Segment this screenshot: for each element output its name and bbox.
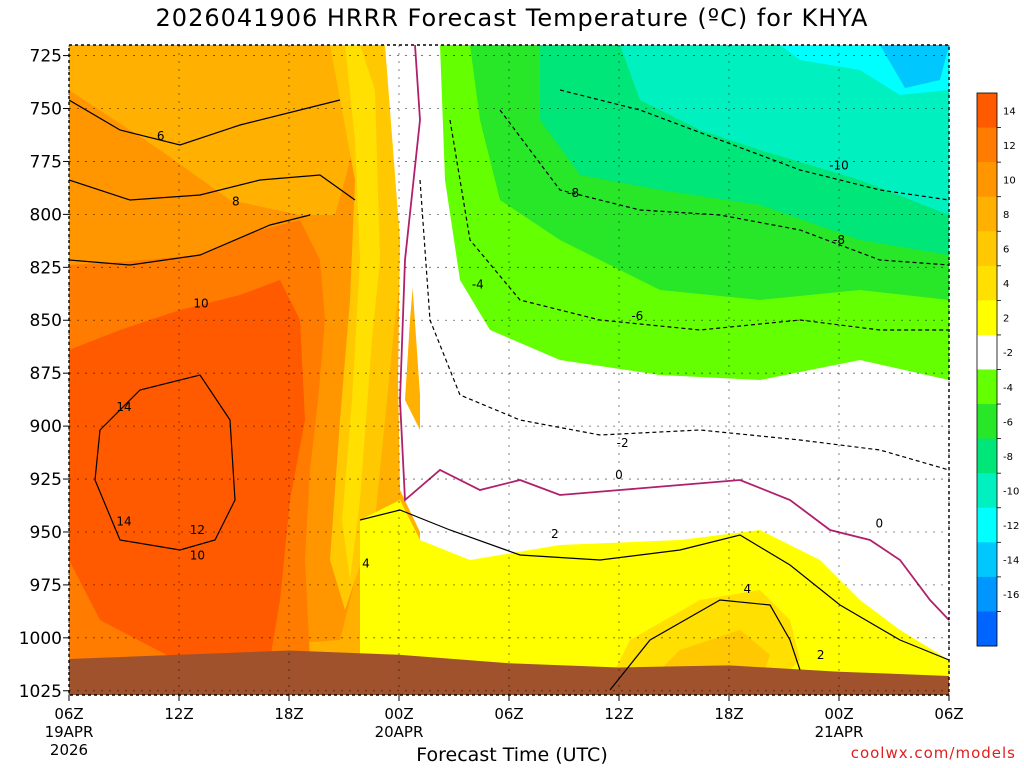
colorbar-label: 12 — [1003, 141, 1016, 152]
colorbar-swatch — [977, 231, 997, 267]
colorbar-swatch — [977, 542, 997, 578]
contour-label: 10 — [193, 296, 208, 310]
contour-label: 4 — [744, 582, 752, 596]
x-tick-label: 12Z — [164, 705, 193, 723]
contour-label: 6 — [157, 129, 165, 143]
y-tick-label: 975 — [30, 576, 62, 596]
chart-title: 2026041906 HRRR Forecast Temperature (ºC… — [155, 4, 869, 32]
contour-line-minus2 — [419, 179, 949, 471]
temp-band-minus14-minus16 — [880, 45, 949, 88]
contour-label: -4 — [472, 277, 484, 291]
x-tick-label: 06Z — [494, 705, 523, 723]
y-tick-label: 775 — [30, 152, 62, 172]
y-tick-label: 950 — [30, 523, 62, 543]
x-tick-date: 19APR — [45, 723, 94, 741]
colorbar-label: -2 — [1003, 348, 1013, 359]
x-tick-year: 2026 — [50, 741, 88, 759]
temp-band-minus10-minus12 — [620, 45, 949, 215]
contour-line-minus10 — [559, 89, 949, 201]
contour-line-4 — [609, 599, 801, 691]
credit-text: coolwx.com/models — [850, 744, 1016, 762]
temp-band-2-4 — [342, 45, 380, 580]
colorbar-label: -12 — [1003, 521, 1019, 532]
temp-band-0-2-lower — [360, 500, 949, 695]
colorbar-label: -4 — [1003, 383, 1013, 394]
contour-line-14 — [94, 374, 236, 551]
colorbar-label: -16 — [1003, 590, 1019, 601]
contour-label: -8 — [833, 233, 845, 247]
contour-label: 14 — [116, 514, 131, 528]
colorbar-label: 4 — [1003, 279, 1009, 290]
y-tick-label: 850 — [30, 311, 62, 331]
y-tick-label: 800 — [30, 205, 62, 225]
x-tick-label: 00Z — [384, 705, 413, 723]
y-tick-label: 1000 — [19, 629, 62, 649]
contour-line-10 — [69, 214, 311, 266]
contour-line-2 — [359, 509, 949, 661]
y-tick-label: 925 — [30, 470, 62, 490]
y-tick-label: 900 — [30, 417, 62, 437]
contour-label: 0 — [876, 517, 884, 531]
contour-line-minus8 — [499, 109, 949, 266]
contour-label: 0 — [615, 468, 623, 482]
colorbar-swatch — [977, 127, 997, 163]
colorbar-label: 10 — [1003, 175, 1016, 186]
x-tick-label: 00Z — [824, 705, 853, 723]
colorbar-label: 14 — [1003, 106, 1016, 117]
contour-line-minus6 — [449, 119, 949, 331]
y-tick-label: 1025 — [19, 682, 62, 702]
contour-label: 8 — [232, 195, 240, 209]
colorbar-swatch — [977, 611, 997, 647]
y-tick-label: 725 — [30, 47, 62, 67]
y-tick-label: 750 — [30, 100, 62, 120]
colorbar-label: 6 — [1003, 245, 1009, 256]
temp-band-minus2-to-2 — [385, 45, 949, 650]
contour-line-8 — [69, 174, 356, 201]
colorbar-label: 2 — [1003, 314, 1009, 325]
contour-label: 14 — [116, 400, 131, 414]
x-tick-label: 18Z — [274, 705, 303, 723]
colorbar-swatch — [977, 438, 997, 474]
x-tick-label: 18Z — [714, 705, 743, 723]
contour-label: 2 — [551, 527, 559, 541]
colorbar-swatch — [977, 265, 997, 301]
contour-label: 12 — [190, 523, 205, 537]
x-tick-label: 06Z — [54, 705, 83, 723]
colorbar-swatch — [977, 196, 997, 232]
y-tick-label: 825 — [30, 258, 62, 278]
colorbar-label: -8 — [1003, 452, 1013, 463]
colorbar-swatch — [977, 300, 997, 336]
colorbar-swatch — [977, 334, 997, 370]
contour-label: -6 — [631, 309, 643, 323]
colorbar-swatch — [977, 473, 997, 509]
contour-label: -10 — [829, 159, 849, 173]
contour-label: 4 — [362, 557, 370, 571]
colorbar-swatch — [977, 404, 997, 440]
colorbar-swatch — [977, 162, 997, 198]
colorbar-swatch — [977, 576, 997, 612]
colorbar-swatch — [977, 507, 997, 543]
x-tick-label: 12Z — [604, 705, 633, 723]
x-axis-title: Forecast Time (UTC) — [416, 744, 608, 766]
contour-line-zero — [399, 45, 949, 621]
colorbar-label: -14 — [1003, 556, 1019, 567]
x-tick-label: 06Z — [934, 705, 963, 723]
contour-label: -2 — [617, 436, 629, 450]
contour-line-6 — [69, 99, 341, 146]
contour-label: -8 — [567, 186, 579, 200]
temp-band-14-plus — [69, 280, 305, 662]
contour-label: 2 — [817, 648, 825, 662]
colorbar-label: -10 — [1003, 486, 1019, 497]
x-tick-date: 21APR — [815, 723, 864, 741]
contour-label: 10 — [190, 548, 205, 562]
colorbar-label: -6 — [1003, 417, 1013, 428]
y-tick-label: 875 — [30, 364, 62, 384]
colorbar-label: 8 — [1003, 210, 1009, 221]
colorbar-swatch — [977, 369, 997, 405]
x-tick-date: 20APR — [375, 723, 424, 741]
colorbar-swatch — [977, 93, 997, 129]
